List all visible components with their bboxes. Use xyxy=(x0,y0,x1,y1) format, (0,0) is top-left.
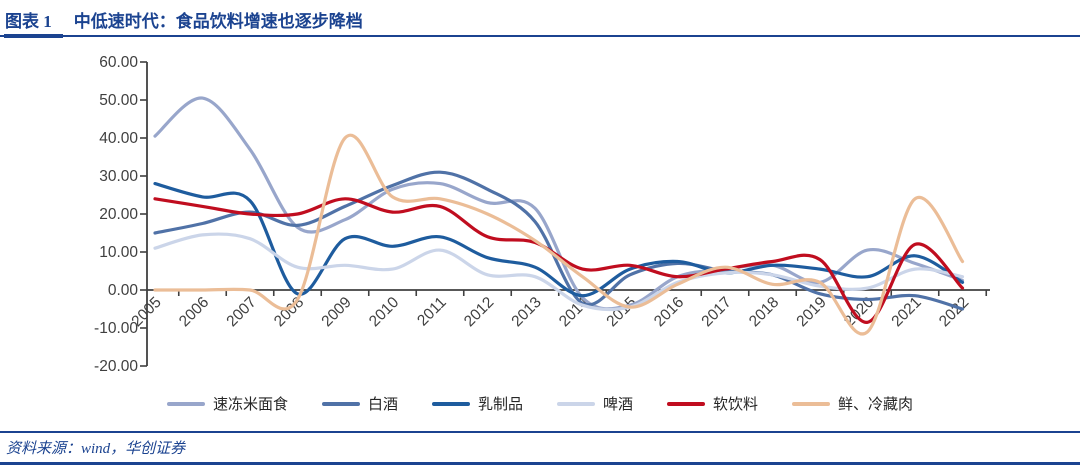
y-tick-label: 30.00 xyxy=(99,168,138,185)
legend-label: 鲜、冷藏肉 xyxy=(838,397,914,413)
x-tick-label: 2010 xyxy=(366,294,403,331)
legend-label: 啤酒 xyxy=(603,397,634,413)
x-tick-label: 2020 xyxy=(841,294,878,331)
source-divider xyxy=(0,431,1080,433)
legend-swatch-icon xyxy=(792,401,831,406)
legend-item: 啤酒 xyxy=(557,393,633,414)
x-tick-label: 2011 xyxy=(414,294,450,330)
legend-swatch-icon xyxy=(431,401,470,406)
x-tick-label: 2021 xyxy=(888,294,924,330)
legend-label: 软饮料 xyxy=(713,397,759,413)
source-note: 资料来源：wind，华创证券 xyxy=(6,441,186,457)
x-tick-label: 2013 xyxy=(508,294,544,330)
x-tick-label: 2006 xyxy=(176,294,212,330)
y-tick-label: 10.00 xyxy=(99,244,138,261)
y-tick-label: 60.00 xyxy=(99,54,138,71)
series-line-速冻米面食 xyxy=(153,96,965,311)
x-tick-label: 2008 xyxy=(271,294,307,330)
figure-title: 中低速时代：食品饮料增速也逐步降档 xyxy=(73,12,363,31)
x-tick-label: 2017 xyxy=(698,294,734,330)
y-tick-label: 0.00 xyxy=(108,282,139,299)
legend-item: 鲜、冷藏肉 xyxy=(792,393,913,414)
legend-item: 速冻米面食 xyxy=(166,393,288,414)
bottom-border xyxy=(0,462,1080,465)
legend-label: 乳制品 xyxy=(477,397,523,413)
x-tick-label: 2018 xyxy=(746,294,782,330)
x-tick-label: 2019 xyxy=(793,294,829,330)
chart-legend: 速冻米面食 白酒 乳制品 啤酒 软饮料 鲜、冷藏肉 xyxy=(0,393,1080,414)
y-tick-label: 40.00 xyxy=(99,130,138,147)
legend-swatch-icon xyxy=(321,401,360,406)
x-tick-label: 2012 xyxy=(461,294,497,330)
legend-item: 软饮料 xyxy=(667,393,758,414)
legend-swatch-icon xyxy=(166,401,205,406)
x-tick-label: 2015 xyxy=(603,294,639,330)
x-tick-label: 2009 xyxy=(318,294,354,330)
series-line-白酒 xyxy=(153,170,965,311)
legend-label: 速冻米面食 xyxy=(212,397,288,413)
x-tick-label: 2005 xyxy=(128,294,164,330)
header-underline xyxy=(0,35,1080,37)
legend-label: 白酒 xyxy=(367,397,398,413)
x-tick-label: 2016 xyxy=(651,294,687,330)
x-tick-label: 2007 xyxy=(223,294,259,330)
series-line-软饮料 xyxy=(153,197,965,324)
y-tick-label: 50.00 xyxy=(99,92,138,109)
figure-header: 图表 1 中低速时代：食品饮料增速也逐步降档 xyxy=(5,7,363,32)
legend-swatch-icon xyxy=(667,401,706,406)
y-tick-label: 20.00 xyxy=(99,206,138,223)
series-line-鲜、冷藏肉 xyxy=(153,133,965,336)
header-underline-accent xyxy=(4,34,63,38)
y-tick-label: -20.00 xyxy=(94,358,138,375)
x-tick-label: 2014 xyxy=(556,294,593,331)
series-line-啤酒 xyxy=(153,232,965,312)
legend-item: 白酒 xyxy=(321,393,398,414)
x-tick-label: 2022 xyxy=(936,294,972,330)
y-tick-label: -10.00 xyxy=(94,320,138,337)
figure-label: 图表 1 xyxy=(5,12,52,31)
legend-swatch-icon xyxy=(557,401,595,406)
series-line-乳制品 xyxy=(153,182,965,298)
legend-item: 乳制品 xyxy=(431,393,523,414)
